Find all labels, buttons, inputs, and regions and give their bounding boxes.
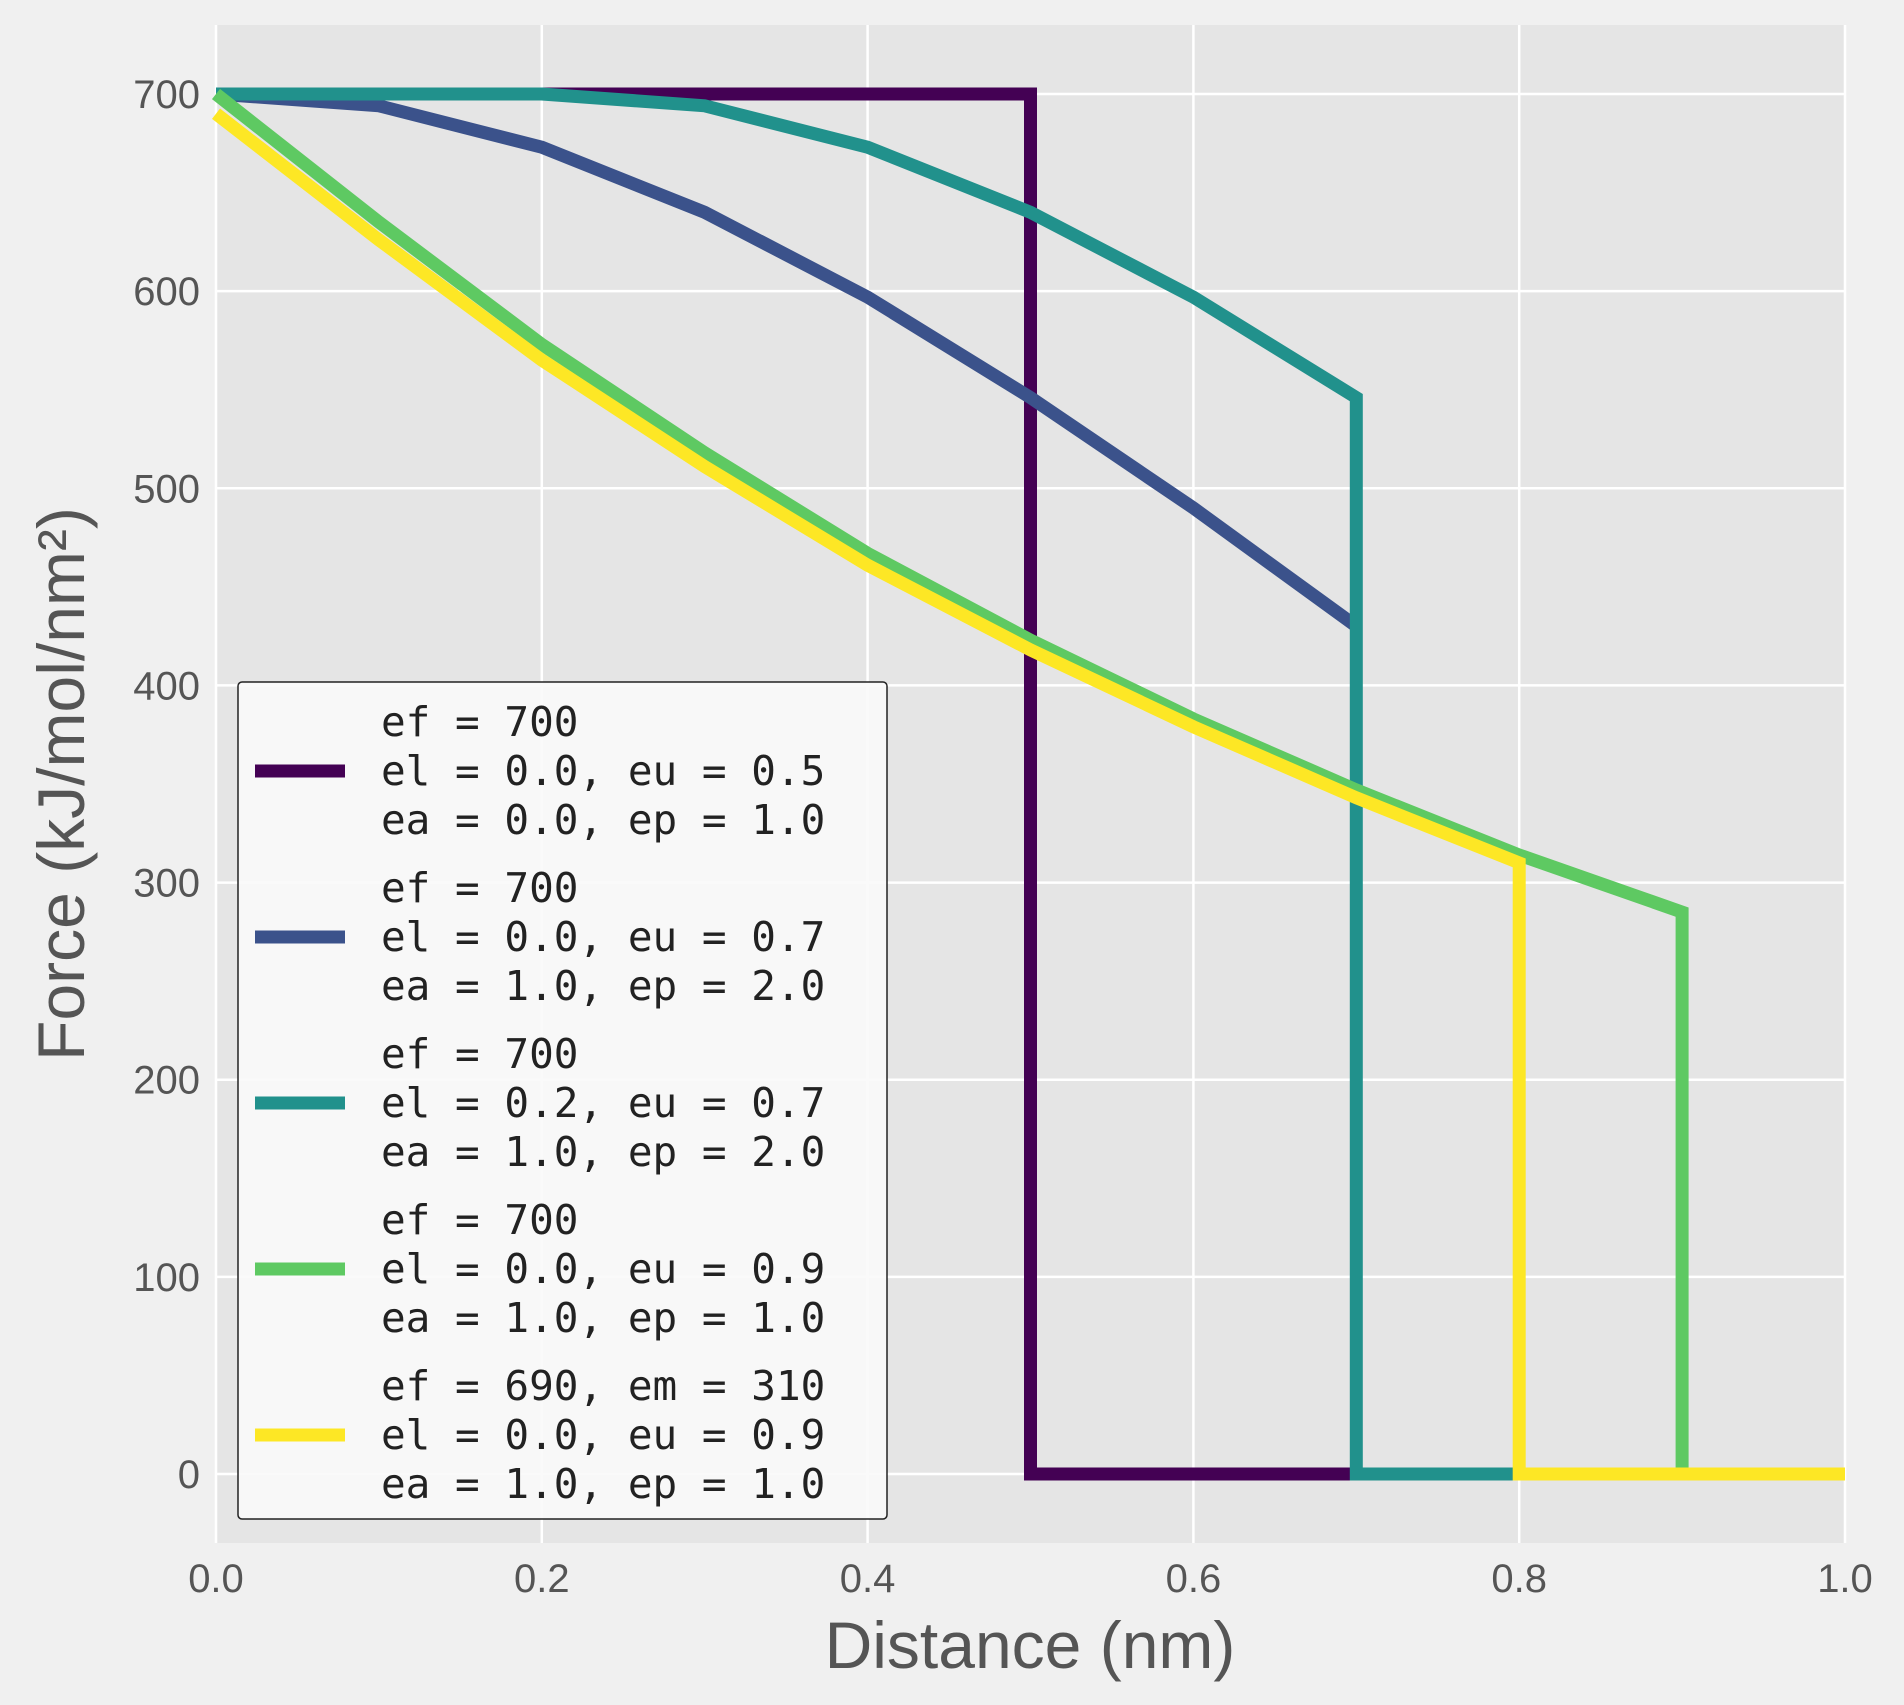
x-tick-label: 1.0	[1817, 1557, 1873, 1601]
legend-label: ea = 1.0, ep = 2.0	[381, 1128, 825, 1176]
legend-label: el = 0.0, eu = 0.5	[381, 747, 825, 795]
x-tick-label: 0.8	[1491, 1557, 1547, 1601]
x-tick-label: 0.6	[1166, 1557, 1222, 1601]
x-tick-labels: 0.0 0.2 0.4 0.6 0.8 1.0	[188, 1557, 1873, 1601]
y-tick-label: 100	[133, 1256, 200, 1300]
legend-label: ef = 700	[381, 1030, 578, 1078]
legend-label: el = 0.2, eu = 0.7	[381, 1079, 825, 1127]
x-tick-label: 0.4	[840, 1557, 896, 1601]
legend-label: ef = 690, em = 310	[381, 1362, 825, 1410]
legend-label: el = 0.0, eu = 0.9	[381, 1245, 825, 1293]
y-tick-label: 0	[178, 1453, 200, 1497]
y-tick-labels: 0 100 200 300 400 500 600 700	[133, 73, 200, 1497]
series-line-2	[215, 87, 1361, 632]
y-tick-label: 200	[133, 1059, 200, 1103]
y-tick-label: 500	[133, 467, 200, 511]
legend-label: el = 0.0, eu = 0.9	[381, 1411, 825, 1459]
legend-label: ef = 700	[381, 698, 578, 746]
series-line-3	[216, 87, 1845, 1481]
series-line-5	[212, 108, 1845, 1481]
legend-box	[237, 681, 888, 1520]
series-lines	[211, 87, 1845, 1481]
series-line-4	[211, 88, 1845, 1481]
y-tick-label: 300	[133, 862, 200, 906]
y-tick-label: 600	[133, 270, 200, 314]
legend-label: ef = 700	[381, 1196, 578, 1244]
y-tick-label: 700	[133, 73, 200, 117]
legend-label: ea = 1.0, ep = 2.0	[381, 962, 825, 1010]
legend-label: ea = 0.0, ep = 1.0	[381, 796, 825, 844]
x-tick-label: 0.0	[188, 1557, 244, 1601]
x-tick-label: 0.2	[514, 1557, 570, 1601]
x-axis-title: Distance (nm)	[825, 1608, 1236, 1682]
y-tick-label: 400	[133, 664, 200, 708]
legend-label: ea = 1.0, ep = 1.0	[381, 1294, 825, 1342]
legend-label: el = 0.0, eu = 0.7	[381, 913, 825, 961]
legend-label: ef = 700	[381, 864, 578, 912]
y-axis-title: Force (kJ/mol/nm²)	[24, 507, 98, 1061]
legend-label: ea = 1.0, ep = 1.0	[381, 1460, 825, 1508]
